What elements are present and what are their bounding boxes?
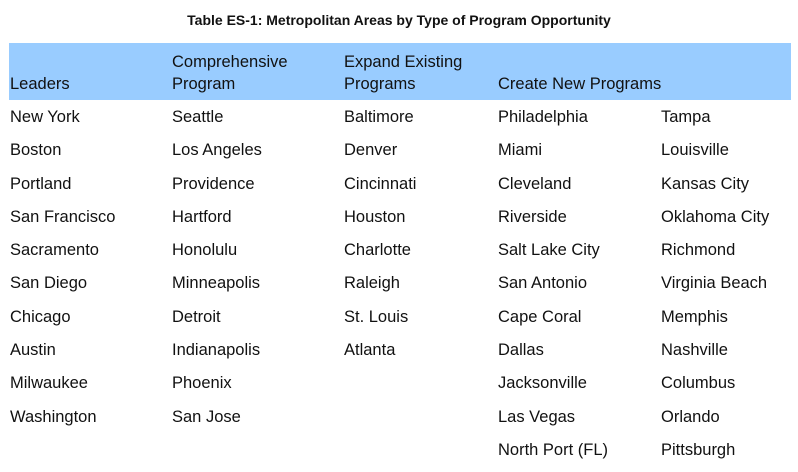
header-leaders: Leaders [10,75,70,93]
table-cell: Los Angeles [172,141,262,160]
table-cell: Orlando [661,407,720,426]
table-cell: Dallas [498,341,544,360]
table-cell: Boston [10,141,62,160]
table-cell: Honolulu [172,241,238,260]
table-cell: Cincinnati [344,174,417,193]
table-cell: Nashville [661,341,728,360]
table-cell: Atlanta [344,341,396,360]
table-cell: Phoenix [172,374,232,393]
table-cell: Philadelphia [498,108,588,126]
table-cell: Jacksonville [498,374,587,393]
table-cell: Tampa [661,108,711,126]
table-cell: Oklahoma City [661,207,770,226]
column-leaders: New York Boston Portland San Francisco Sacra… [10,106,115,439]
table-header [9,43,791,100]
table-cell: Richmond [661,241,736,260]
column-comprehensive: Seattle Los Angeles Providence Hartford Hono… [172,106,262,439]
table-cell: Milwaukee [10,374,88,393]
table-title: Table ES-1: Metropolitan Areas by Type o… [187,12,611,28]
table-cell: Detroit [172,307,221,326]
table-cell: Minneapolis [172,274,261,293]
table-cell: Baltimore [344,108,414,126]
table-cell: Cape Coral [498,307,582,326]
table-cell: Austin [10,341,56,360]
column-create-new-1: Philadelphia Miami Cleveland Riverside Salt … [498,106,608,472]
table-cell: Indianapolis [172,341,261,360]
table-cell: Providence [172,174,255,193]
column-create-new-2: Tampa Louisville Kansas City Oklahoma City R… [661,106,769,472]
table-cell: Cleveland [498,174,572,193]
table-cell: New York [10,108,80,126]
table-cell: Memphis [661,307,728,326]
column-expand: Baltimore Denver Cincinnati Houston Charlott… [344,106,416,372]
table-cell: San Francisco [10,207,116,226]
table-cell: North Port (FL) [498,440,609,459]
table-cell: Riverside [498,207,567,226]
table-cell: San Antonio [498,274,587,293]
table-cell: Portland [10,174,72,193]
table-cell: St. Louis [344,307,409,326]
table-cell: Kansas City [661,174,750,193]
header-create: Create New Programs [498,75,662,93]
table-cell: Las Vegas [498,407,576,426]
table-cell: Hartford [172,207,232,226]
table-cell: Charlotte [344,241,411,260]
table-cell: Pittsburgh [661,440,736,459]
table-cell: Houston [344,207,406,226]
table-cell: Raleigh [344,274,400,293]
header-comprehensive: Comprehensive Program [172,53,288,93]
table-cell: Washington [10,407,97,426]
table-cell: Virginia Beach [661,274,768,293]
table-cell: Denver [344,141,398,160]
table-cell: Sacramento [10,241,99,260]
table-cell: Louisville [661,141,729,160]
table-cell: Columbus [661,374,736,393]
table-cell: San Jose [172,407,241,426]
table-cell: Chicago [10,307,71,326]
table-cell: Seattle [172,108,224,126]
table-cell: Salt Lake City [498,241,600,260]
header-expand: Expand Existing Programs [344,53,463,93]
table-cell: San Diego [10,274,88,293]
table-cell: Miami [498,141,542,160]
